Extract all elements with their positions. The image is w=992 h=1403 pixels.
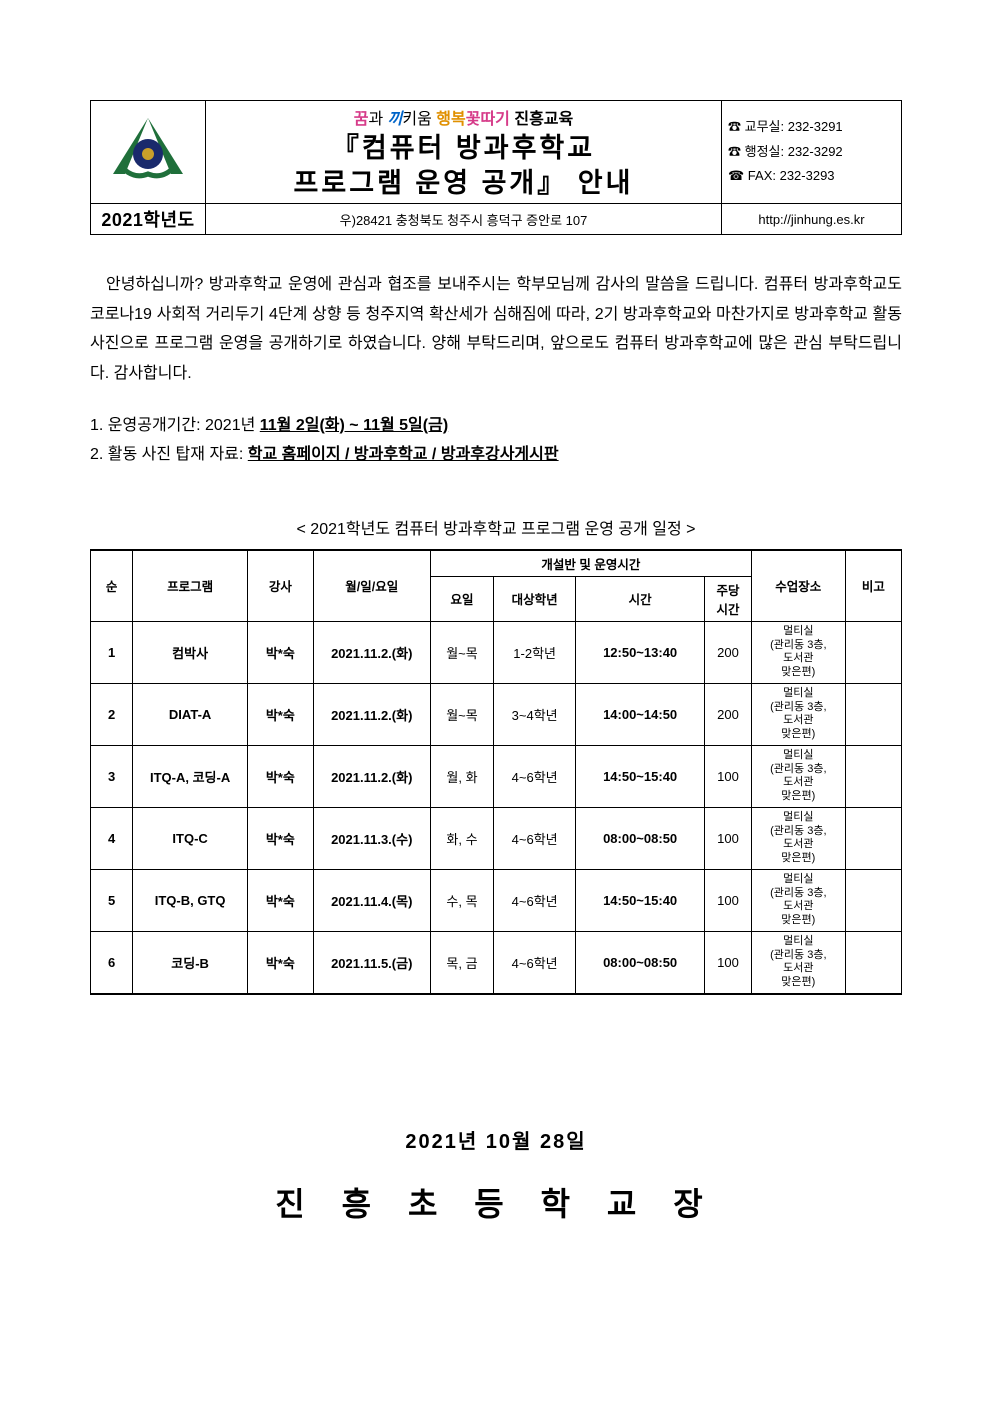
school-logo-cell xyxy=(91,101,206,204)
table-row: 4ITQ-C박*숙2021.11.3.(수)화, 수4~6학년08:00~08:… xyxy=(91,807,902,869)
table-row: 1컴박사박*숙2021.11.2.(화)월~목1-2학년12:50~13:402… xyxy=(91,621,902,683)
letterhead-table: 꿈과 끼키움 행복꽃따기 진흥교육 『컴퓨터 방과후학교 프로그램 운영 공개』… xyxy=(90,100,902,235)
th-mins: 주당 시간 xyxy=(705,576,752,621)
th-note: 비고 xyxy=(845,550,901,622)
th-day: 요일 xyxy=(430,576,493,621)
info-line-period: 1. 운영공개기간: 2021년 11월 2일(화) ~ 11월 5일(금) xyxy=(90,411,902,441)
contact-office: ☎ 교무실: 232-3291 xyxy=(728,115,895,140)
schedule-table: 순 프로그램 강사 월/일/요일 개설반 및 운영시간 수업장소 비고 요일 대… xyxy=(90,549,902,995)
table-row: 2DIAT-A박*숙2021.11.2.(화)월~목3~4학년14:00~14:… xyxy=(91,683,902,745)
school-logo-icon xyxy=(103,112,193,192)
url-cell: http://jinhung.es.kr xyxy=(722,204,902,235)
schedule-caption: < 2021학년도 컴퓨터 방과후학교 프로그램 운영 공개 일정 > xyxy=(90,515,902,539)
table-row: 5ITQ-B, GTQ박*숙2021.11.4.(목)수, 목4~6학년14:5… xyxy=(91,869,902,931)
th-time: 시간 xyxy=(576,576,705,621)
th-program: 프로그램 xyxy=(133,550,248,622)
main-title: 『컴퓨터 방과후학교 프로그램 운영 공개』 안내 xyxy=(206,131,721,201)
slogan: 꿈과 끼키움 행복꽃따기 진흥교육 xyxy=(206,105,721,129)
contact-cell: ☎ 교무실: 232-3291 ☎ 행정실: 232-3292 ☎ FAX: 2… xyxy=(722,101,902,204)
th-class-span: 개설반 및 운영시간 xyxy=(430,550,751,577)
th-no: 순 xyxy=(91,550,133,622)
year-cell: 2021학년도 xyxy=(91,204,206,235)
info-line-location: 2. 활동 사진 탑재 자료: 학교 홈페이지 / 방과후학교 / 방과후강사게… xyxy=(90,440,902,470)
contact-admin: ☎ 행정실: 232-3292 xyxy=(728,140,895,165)
footer-sign: 진 흥 초 등 학 교 장 xyxy=(90,1179,902,1225)
contact-fax: ☎ FAX: 232-3293 xyxy=(728,164,895,189)
th-teacher: 강사 xyxy=(248,550,314,622)
th-grade: 대상학년 xyxy=(494,576,576,621)
th-place: 수업장소 xyxy=(751,550,845,622)
table-row: 3ITQ-A, 코딩-A박*숙2021.11.2.(화)월, 화4~6학년14:… xyxy=(91,745,902,807)
table-row: 6코딩-B박*숙2021.11.5.(금)목, 금4~6학년08:00~08:5… xyxy=(91,931,902,994)
greeting-paragraph: 안녕하십니까? 방과후학교 운영에 관심과 협조를 보내주시는 학부모님께 감사… xyxy=(90,270,902,388)
title-cell: 꿈과 끼키움 행복꽃따기 진흥교육 『컴퓨터 방과후학교 프로그램 운영 공개』… xyxy=(206,101,722,204)
address-cell: 우)28421 충청북도 청주시 흥덕구 증안로 107 xyxy=(206,204,722,235)
footer-date: 2021년 10월 28일 xyxy=(90,1125,902,1154)
th-date: 월/일/요일 xyxy=(313,550,430,622)
